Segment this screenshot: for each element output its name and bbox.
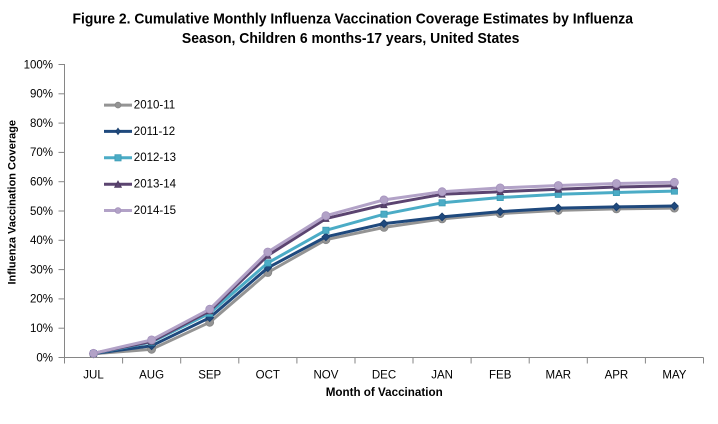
svg-text:OCT: OCT bbox=[256, 370, 280, 382]
svg-text:MAY: MAY bbox=[662, 370, 686, 382]
svg-text:NOV: NOV bbox=[313, 370, 338, 382]
svg-text:20%: 20% bbox=[30, 294, 53, 306]
svg-text:50%: 50% bbox=[30, 206, 53, 218]
svg-text:Season, Children 6 months-17 y: Season, Children 6 months-17 years, Unit… bbox=[182, 30, 520, 47]
svg-text:100%: 100% bbox=[24, 59, 53, 71]
svg-text:40%: 40% bbox=[30, 235, 53, 247]
svg-text:0%: 0% bbox=[36, 352, 53, 364]
svg-text:2011-12: 2011-12 bbox=[134, 126, 175, 138]
svg-text:SEP: SEP bbox=[198, 370, 221, 382]
svg-text:Figure 2. Cumulative Monthly I: Figure 2. Cumulative Monthly Influenza V… bbox=[73, 10, 634, 27]
svg-text:2010-11: 2010-11 bbox=[134, 100, 175, 112]
svg-text:70%: 70% bbox=[30, 147, 53, 159]
svg-text:Month of Vaccination: Month of Vaccination bbox=[326, 385, 443, 399]
svg-text:2014-15: 2014-15 bbox=[134, 205, 176, 217]
svg-text:JAN: JAN bbox=[431, 370, 453, 382]
svg-text:Influenza Vaccination Coverage: Influenza Vaccination Coverage bbox=[6, 120, 18, 285]
svg-text:90%: 90% bbox=[30, 89, 53, 101]
svg-text:JUL: JUL bbox=[83, 370, 104, 382]
svg-text:AUG: AUG bbox=[139, 370, 164, 382]
svg-text:2012-13: 2012-13 bbox=[134, 152, 176, 164]
svg-text:60%: 60% bbox=[30, 177, 53, 189]
svg-text:80%: 80% bbox=[30, 118, 53, 130]
svg-text:FEB: FEB bbox=[489, 370, 512, 382]
svg-text:30%: 30% bbox=[30, 264, 53, 276]
svg-text:DEC: DEC bbox=[372, 370, 396, 382]
svg-text:10%: 10% bbox=[30, 323, 53, 335]
svg-text:MAR: MAR bbox=[546, 370, 572, 382]
svg-text:2013-14: 2013-14 bbox=[134, 179, 177, 191]
svg-text:APR: APR bbox=[605, 370, 629, 382]
